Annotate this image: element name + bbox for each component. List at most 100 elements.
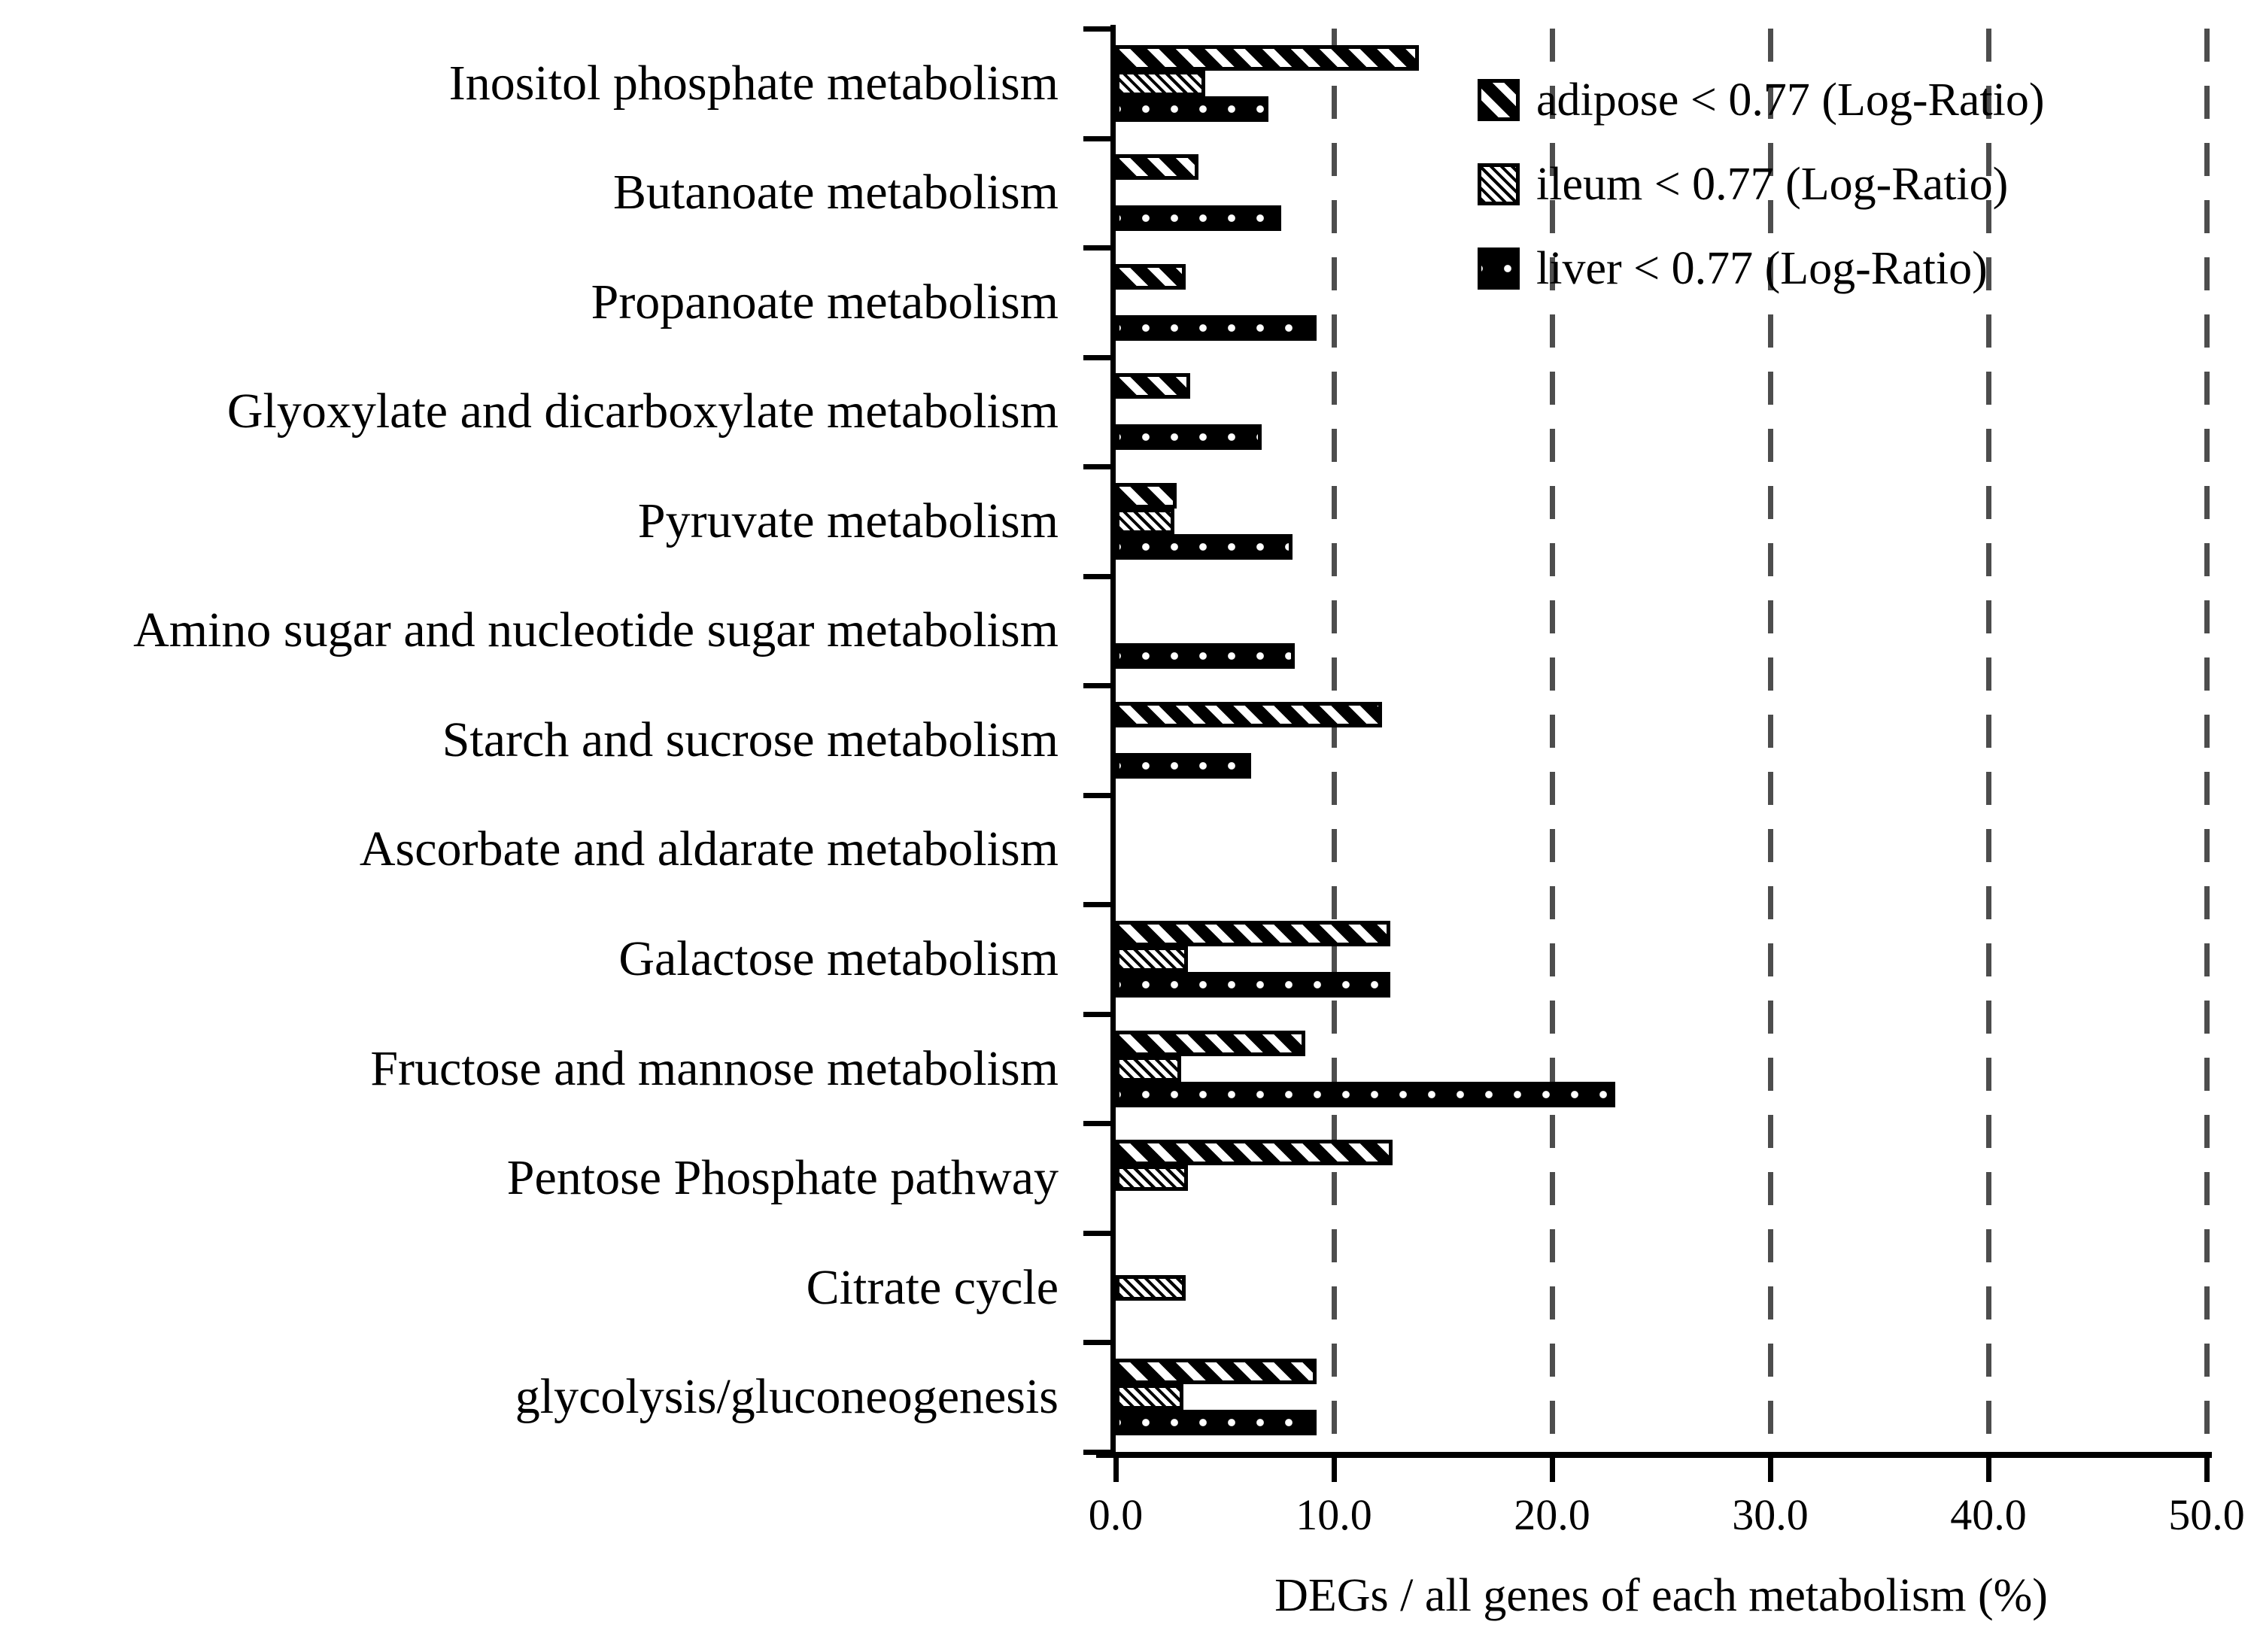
bar-row [1116, 247, 2207, 357]
x-axis-tick [1113, 1458, 1119, 1482]
legend: adipose < 0.77 (Log-Ratio) ileum < 0.77 … [1478, 77, 2045, 329]
category-label: Ascorbate and aldarate metabolism [359, 821, 1059, 877]
category-label: Citrate cycle [806, 1259, 1059, 1315]
category-labels: Inositol phosphate metabolism Butanoate m… [0, 29, 1084, 1452]
y-axis-tick [1083, 683, 1110, 689]
bar-liver [1116, 205, 1282, 232]
bar-ileum [1116, 946, 1188, 973]
category-label-row: Pentose Phosphate pathway [0, 1123, 1084, 1233]
category-label: Inositol phosphate metabolism [448, 55, 1059, 111]
bar-row [1116, 1342, 2207, 1452]
bar-liver [1116, 314, 1317, 341]
bar-liver [1116, 533, 1293, 560]
bar-row [1116, 1014, 2207, 1124]
bar-liver [1116, 752, 1251, 779]
x-axis-tick [1768, 1458, 1773, 1482]
gridline-40 [1986, 29, 1991, 1452]
y-axis-tick [1083, 792, 1110, 798]
bar-row [1116, 904, 2207, 1014]
x-axis-tick [1550, 1458, 1555, 1482]
bar-row [1116, 138, 2207, 248]
category-label: Galactose metabolism [618, 931, 1059, 987]
adipose-swatch-icon [1478, 79, 1520, 121]
gridline-10 [1332, 29, 1337, 1452]
bar-ileum [1116, 1055, 1181, 1082]
legend-item-liver: liver < 0.77 (Log-Ratio) [1478, 245, 2045, 292]
category-label: Pentose Phosphate pathway [506, 1150, 1059, 1206]
bar-adipose [1116, 263, 1186, 290]
y-axis-tick [1083, 26, 1110, 32]
category-label-row: Butanoate metabolism [0, 138, 1084, 248]
category-label: Glyoxylate and dicarboxylate metabolism [226, 384, 1059, 439]
ileum-swatch-icon [1478, 163, 1520, 205]
legend-item-adipose: adipose < 0.77 (Log-Ratio) [1478, 77, 2045, 123]
category-label: Starch and sucrose metabolism [442, 712, 1059, 767]
category-label-row: Citrate cycle [0, 1233, 1084, 1343]
category-label-row: Glyoxylate and dicarboxylate metabolism [0, 357, 1084, 467]
legend-label-ileum: ileum < 0.77 (Log-Ratio) [1536, 159, 2009, 210]
bar-liver [1116, 643, 1295, 670]
x-axis-tick [1986, 1458, 1991, 1482]
y-axis-tick [1083, 1230, 1110, 1236]
x-axis-line [1096, 1452, 2212, 1458]
category-label: glycolysis/gluconeogenesis [515, 1369, 1059, 1425]
y-axis-tick [1083, 1340, 1110, 1346]
category-label: Butanoate metabolism [612, 165, 1059, 220]
category-label-row: Galactose metabolism [0, 904, 1084, 1014]
bar-adipose [1116, 701, 1382, 727]
y-axis-line [1110, 25, 1116, 1455]
gridline-50 [2204, 29, 2210, 1452]
bar-adipose [1116, 44, 1420, 71]
category-label-row: Ascorbate and aldarate metabolism [0, 795, 1084, 905]
y-axis-tick [1083, 1121, 1110, 1127]
y-axis-tick [1083, 573, 1110, 579]
y-axis-tick [1083, 902, 1110, 908]
bar-ileum [1116, 70, 1205, 96]
bar-liver [1116, 96, 1268, 122]
category-label-row: Amino sugar and nucleotide sugar metabol… [0, 576, 1084, 686]
category-label-row: Propanoate metabolism [0, 247, 1084, 357]
bar-row [1116, 795, 2207, 905]
category-label-row: glycolysis/gluconeogenesis [0, 1342, 1084, 1452]
category-label-row: Starch and sucrose metabolism [0, 685, 1084, 795]
y-axis-tick [1083, 245, 1110, 251]
gridline-30 [1768, 29, 1773, 1452]
x-tick-label: 0.0 [1088, 1490, 1144, 1539]
bar-ileum [1116, 508, 1175, 534]
legend-label-adipose: adipose < 0.77 (Log-Ratio) [1536, 74, 2045, 126]
bar-liver [1116, 972, 1391, 998]
bar-ileum [1116, 1384, 1183, 1411]
bar-adipose [1116, 154, 1199, 181]
x-axis-tick [1332, 1458, 1337, 1482]
y-axis-tick [1083, 464, 1110, 470]
x-axis-tick [2204, 1458, 2210, 1482]
category-label: Pyruvate metabolism [637, 493, 1059, 548]
bar-row [1116, 1233, 2207, 1343]
bar-row [1116, 576, 2207, 686]
bar-row [1116, 685, 2207, 795]
bar-adipose [1116, 482, 1177, 509]
bar-ileum [1116, 1165, 1188, 1192]
category-label: Amino sugar and nucleotide sugar metabol… [133, 603, 1059, 658]
y-axis-tick [1083, 1450, 1110, 1455]
gridline-20 [1550, 29, 1555, 1452]
bars-rows [1116, 29, 2207, 1452]
bar-liver [1116, 1081, 1616, 1107]
x-tick-label: 30.0 [1732, 1490, 1809, 1539]
bar-adipose [1116, 1030, 1306, 1056]
bar-row [1116, 466, 2207, 576]
category-label-row: Pyruvate metabolism [0, 466, 1084, 576]
y-axis-tick [1083, 1011, 1110, 1017]
bar-adipose [1116, 1140, 1393, 1166]
legend-label-liver: liver < 0.77 (Log-Ratio) [1536, 243, 1988, 294]
bar-adipose [1116, 921, 1391, 947]
category-label: Propanoate metabolism [591, 274, 1059, 329]
legend-item-ileum: ileum < 0.77 (Log-Ratio) [1478, 161, 2045, 208]
x-tick-label: 10.0 [1296, 1490, 1372, 1539]
plot-area [1083, 25, 2212, 1482]
x-tick-label: 40.0 [1950, 1490, 2027, 1539]
bar-adipose [1116, 1359, 1317, 1385]
y-axis-tick [1083, 135, 1110, 141]
bar-row [1116, 357, 2207, 467]
bar-liver [1116, 424, 1262, 451]
